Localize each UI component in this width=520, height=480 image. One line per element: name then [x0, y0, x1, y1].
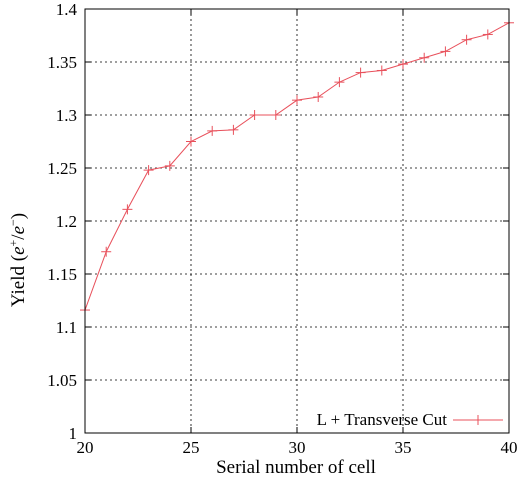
data-point-marker [101, 246, 112, 257]
data-point-marker [355, 67, 366, 78]
data-point-marker [334, 77, 345, 88]
y-tick-label: 1 [69, 424, 78, 443]
y-tick-label: 1.15 [47, 265, 77, 284]
data-point-marker [270, 110, 281, 120]
data-point-marker [440, 46, 451, 57]
y-tick-label: 1.25 [47, 159, 77, 178]
data-point-marker [249, 110, 260, 120]
legend: L + Transverse Cut [317, 410, 503, 429]
y-tick-label: 1.4 [56, 0, 78, 19]
data-point-marker [398, 59, 408, 70]
y-axis-label-numerator-charge: + [6, 239, 20, 246]
data-point-marker [313, 91, 324, 102]
data-point-marker [207, 125, 218, 136]
y-tick-label: 1.05 [47, 371, 77, 390]
y-tick-labels: 1 1.05 1.1 1.15 1.2 1.25 1.3 1.35 1.4 [47, 0, 77, 443]
y-axis-label-prefix: Yield ( [8, 255, 29, 307]
data-point-marker [228, 124, 239, 135]
x-tick-labels: 20 25 30 35 40 [77, 438, 518, 457]
data-point-marker [122, 204, 133, 215]
tick-marks [84, 8, 510, 434]
grid [85, 9, 509, 433]
x-axis-label: Serial number of cell [216, 457, 376, 478]
y-tick-label: 1.3 [56, 106, 77, 125]
x-tick-label: 20 [77, 438, 94, 457]
data-point-marker [292, 95, 302, 106]
y-tick-label: 1.35 [47, 53, 77, 72]
x-tick-label: 35 [395, 438, 412, 457]
y-axis-label-slash: / [8, 234, 29, 240]
data-point-marker [164, 160, 175, 171]
data-point-marker [143, 165, 154, 176]
data-point-marker [376, 65, 387, 76]
legend-marker [473, 415, 483, 425]
data-point-marker [419, 52, 430, 63]
series-layer [80, 17, 514, 316]
data-point-marker [186, 136, 196, 147]
data-point-marker [482, 29, 493, 40]
y-axis-label-suffix: ) [8, 213, 29, 219]
legend-label: L + Transverse Cut [317, 410, 448, 429]
y-axis-label-denominator-charge: − [6, 219, 20, 226]
y-axis-label: Yield (e+/e−) [6, 213, 29, 307]
x-tick-label: 30 [289, 438, 306, 457]
x-tick-label: 40 [501, 438, 518, 457]
y-axis-label-denominator: e [8, 226, 29, 234]
y-axis-label-numerator: e [8, 246, 29, 254]
x-tick-label: 25 [183, 438, 200, 457]
y-tick-label: 1.2 [56, 212, 77, 231]
y-tick-label: 1.1 [56, 318, 77, 337]
data-point-marker [461, 34, 472, 45]
